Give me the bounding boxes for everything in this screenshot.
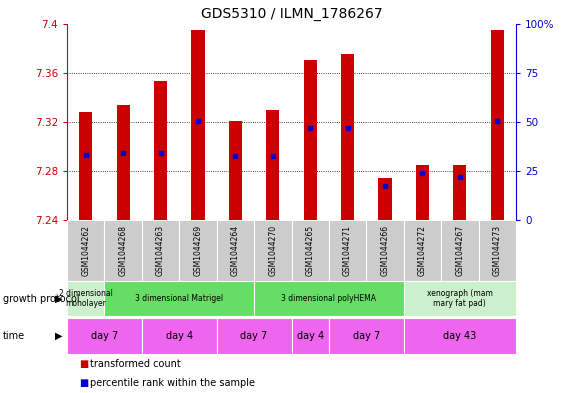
Bar [266,110,279,220]
Bar [304,61,317,220]
Bar [341,54,354,220]
Bar [403,281,516,316]
Text: GSM1044269: GSM1044269 [194,225,202,276]
Bar [104,220,142,281]
Text: GSM1044271: GSM1044271 [343,225,352,276]
Text: day 7: day 7 [353,331,380,341]
Bar [154,81,167,220]
Bar [292,220,329,281]
Bar [117,105,129,220]
Bar [142,220,180,281]
Bar [329,318,403,354]
Text: percentile rank within the sample: percentile rank within the sample [90,378,255,388]
Bar [229,121,242,220]
Text: GSM1044263: GSM1044263 [156,225,165,276]
Text: xenograph (mam
mary fat pad): xenograph (mam mary fat pad) [427,289,493,309]
Text: time: time [3,331,25,341]
Text: 2 dimensional
monolayer: 2 dimensional monolayer [59,289,113,309]
Text: ■: ■ [79,378,88,388]
Bar [179,220,217,281]
Bar [67,318,142,354]
Text: GSM1044266: GSM1044266 [381,225,389,276]
Text: day 7: day 7 [240,331,268,341]
Bar [142,318,217,354]
Bar [329,220,366,281]
Text: day 43: day 43 [443,331,476,341]
Bar [479,220,516,281]
Bar [491,30,504,220]
Text: GSM1044272: GSM1044272 [418,225,427,276]
Bar [441,220,479,281]
Bar [416,165,429,220]
Text: GSM1044267: GSM1044267 [455,225,464,276]
Bar [254,220,292,281]
Bar [217,220,254,281]
Text: GSM1044262: GSM1044262 [81,225,90,276]
Bar [378,178,392,220]
Text: day 7: day 7 [91,331,118,341]
Bar [403,318,516,354]
Bar [254,281,403,316]
Bar [79,112,92,220]
Bar [67,281,104,316]
Text: transformed count: transformed count [90,358,181,369]
Text: growth protocol: growth protocol [3,294,79,304]
Text: GSM1044268: GSM1044268 [119,225,128,276]
Bar [217,318,292,354]
Title: GDS5310 / ILMN_1786267: GDS5310 / ILMN_1786267 [201,7,382,21]
Bar [104,281,254,316]
Text: 3 dimensional Matrigel: 3 dimensional Matrigel [135,294,223,303]
Text: ▶: ▶ [55,294,62,304]
Text: ■: ■ [79,358,88,369]
Bar [292,318,329,354]
Bar [403,220,441,281]
Text: GSM1044270: GSM1044270 [268,225,278,276]
Text: GSM1044273: GSM1044273 [493,225,502,276]
Text: day 4: day 4 [166,331,193,341]
Bar [366,220,403,281]
Text: GSM1044264: GSM1044264 [231,225,240,276]
Bar [67,220,104,281]
Bar [191,30,205,220]
Bar [454,165,466,220]
Text: 3 dimensional polyHEMA: 3 dimensional polyHEMA [282,294,377,303]
Text: day 4: day 4 [297,331,324,341]
Text: ▶: ▶ [55,331,62,341]
Text: GSM1044265: GSM1044265 [305,225,315,276]
